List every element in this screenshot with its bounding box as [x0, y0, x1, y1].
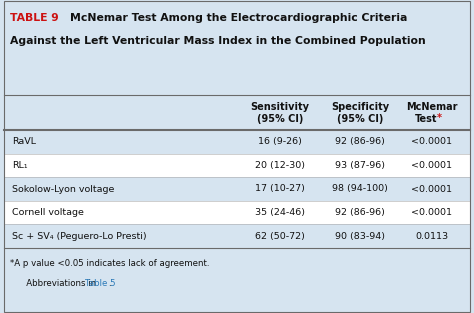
Text: Sᴄ + SV₄ (Peguero-Lo Presti): Sᴄ + SV₄ (Peguero-Lo Presti) — [12, 232, 146, 241]
Text: 92 (86-96): 92 (86-96) — [335, 137, 385, 146]
Text: (95% CI): (95% CI) — [257, 114, 303, 124]
Text: 20 (12-30): 20 (12-30) — [255, 161, 305, 170]
Text: 93 (87-96): 93 (87-96) — [335, 161, 385, 170]
Bar — [4, 130, 470, 154]
Bar — [4, 154, 470, 177]
Text: Cornell voltage: Cornell voltage — [12, 208, 84, 217]
Text: McNemar: McNemar — [406, 102, 458, 112]
Text: 16 (9-26): 16 (9-26) — [258, 137, 302, 146]
Text: <0.0001: <0.0001 — [411, 137, 453, 146]
Text: <0.0001: <0.0001 — [411, 161, 453, 170]
Text: 98 (94-100): 98 (94-100) — [332, 184, 388, 193]
Text: 17 (10-27): 17 (10-27) — [255, 184, 305, 193]
Text: TABLE 9: TABLE 9 — [10, 13, 59, 23]
Text: <0.0001: <0.0001 — [411, 208, 453, 217]
Text: McNemar Test Among the Electrocardiographic Criteria: McNemar Test Among the Electrocardiograp… — [70, 13, 407, 23]
Bar — [4, 224, 470, 248]
Bar — [4, 95, 470, 130]
Bar — [4, 201, 470, 224]
Text: RaVL: RaVL — [12, 137, 36, 146]
Text: Against the Left Ventricular Mass Index in the Combined Population: Against the Left Ventricular Mass Index … — [10, 36, 426, 46]
Text: Abbreviations in: Abbreviations in — [18, 279, 99, 288]
Text: *: * — [437, 112, 441, 122]
Text: 92 (86-96): 92 (86-96) — [335, 208, 385, 217]
Text: Test: Test — [415, 114, 437, 124]
Text: 35 (24-46): 35 (24-46) — [255, 208, 305, 217]
Text: <0.0001: <0.0001 — [411, 184, 453, 193]
Text: Sokolow-Lyon voltage: Sokolow-Lyon voltage — [12, 184, 114, 193]
Text: 0.0113: 0.0113 — [415, 232, 448, 241]
Text: *A p value <0.05 indicates lack of agreement.: *A p value <0.05 indicates lack of agree… — [10, 259, 210, 268]
Text: Sensitivity: Sensitivity — [250, 102, 310, 112]
Text: Specificity: Specificity — [331, 102, 389, 112]
Text: (95% CI): (95% CI) — [337, 114, 383, 124]
Text: RL₁: RL₁ — [12, 161, 27, 170]
Bar — [4, 95, 470, 248]
Text: 90 (83-94): 90 (83-94) — [335, 232, 385, 241]
Bar — [4, 0, 470, 95]
Bar — [4, 177, 470, 201]
Text: 62 (50-72): 62 (50-72) — [255, 232, 305, 241]
Bar — [4, 248, 470, 313]
Text: Table 5: Table 5 — [85, 279, 116, 288]
Text: .: . — [109, 279, 111, 288]
